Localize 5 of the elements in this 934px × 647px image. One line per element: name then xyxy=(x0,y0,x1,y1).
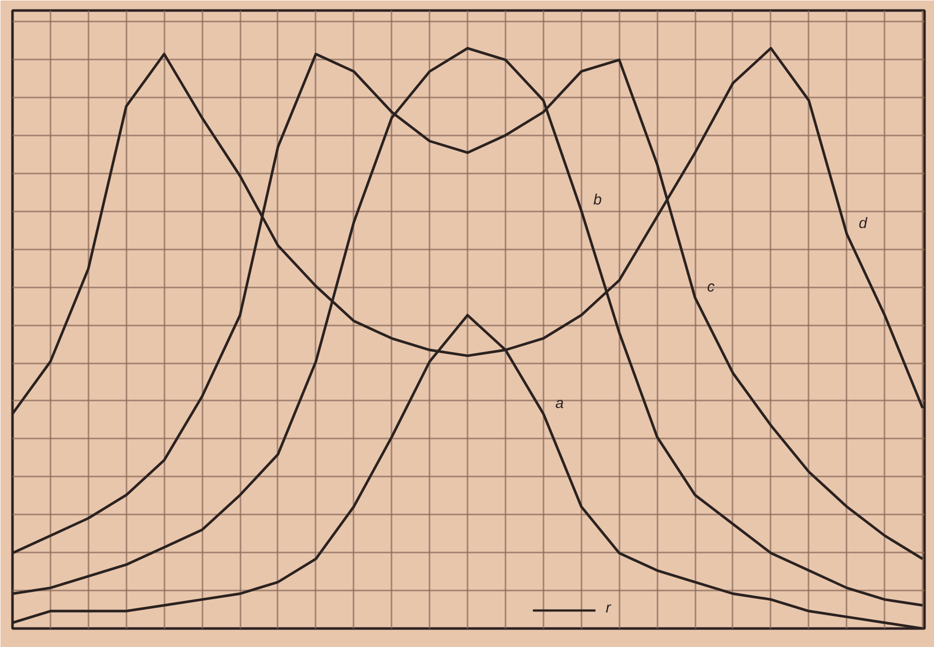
series-label: b xyxy=(593,192,602,209)
series-label: c xyxy=(707,278,716,296)
annotation: r xyxy=(606,600,612,616)
series-label: d xyxy=(858,214,868,232)
series-label: a xyxy=(555,394,564,412)
